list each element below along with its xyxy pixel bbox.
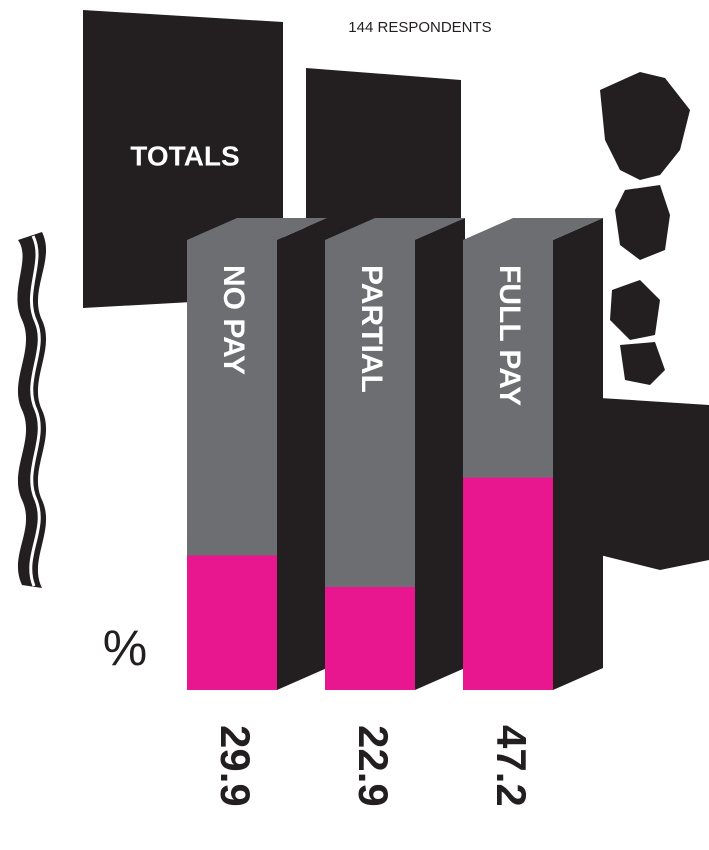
category-label: NO PAY bbox=[217, 265, 250, 375]
chart-title: TOTALS bbox=[130, 140, 239, 171]
backdrop-block bbox=[600, 398, 709, 570]
chart-subtitle: 144 RESPONDENTS bbox=[348, 19, 491, 36]
bar-side bbox=[415, 218, 465, 690]
wave-line bbox=[29, 235, 41, 587]
bar bbox=[187, 555, 277, 690]
bar bbox=[325, 586, 415, 690]
bar-side bbox=[277, 218, 327, 690]
wave-shape bbox=[17, 232, 47, 588]
bar-side bbox=[553, 218, 603, 690]
rock-stack bbox=[600, 72, 690, 385]
category-label: PARTIAL bbox=[355, 265, 388, 393]
bar-top bbox=[325, 218, 465, 240]
y-axis-label: % bbox=[103, 620, 147, 676]
bar-top bbox=[463, 218, 603, 240]
value-label: 47.2 bbox=[488, 725, 535, 807]
bar bbox=[463, 477, 553, 690]
value-label: 22.9 bbox=[350, 725, 397, 807]
category-label: FULL PAY bbox=[493, 265, 526, 406]
value-label: 29.9 bbox=[212, 725, 259, 807]
bar-top bbox=[187, 218, 327, 240]
